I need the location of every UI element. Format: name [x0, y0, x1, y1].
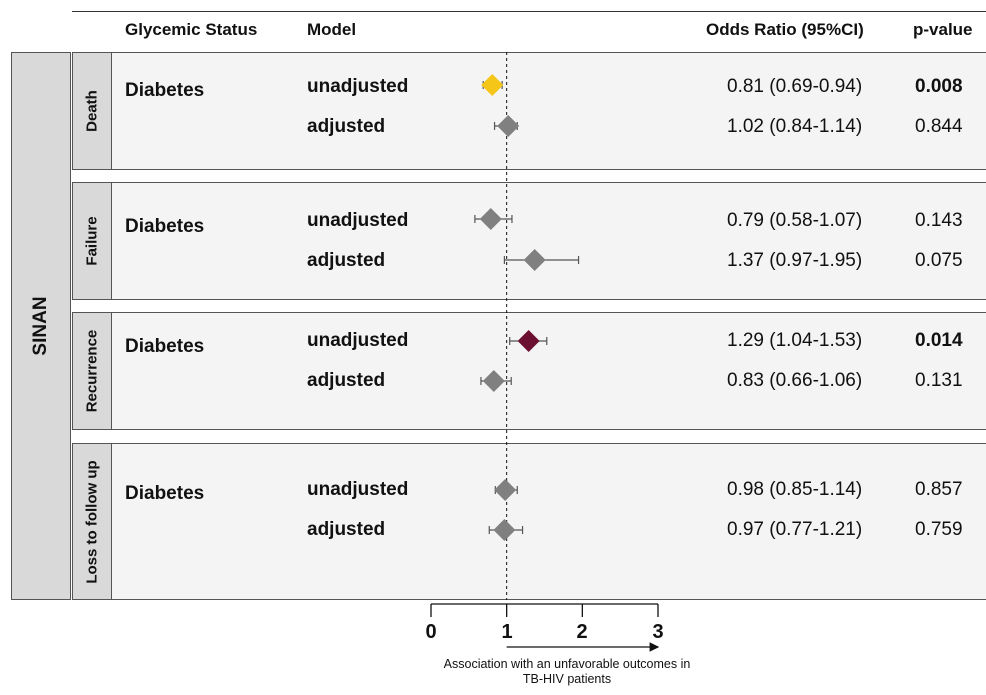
glycemic-status: Diabetes	[125, 336, 205, 357]
glycemic-status: Diabetes	[125, 483, 205, 504]
outcome-strip-failure: Failure	[72, 183, 112, 299]
outcome-strip-recurrence: Recurrence	[72, 313, 112, 429]
p-value-text: 0.075	[915, 250, 963, 271]
p-value-text: 0.844	[915, 116, 963, 137]
database-strip: SINAN	[11, 52, 71, 600]
odds-ratio-text: 0.81 (0.69-0.94)	[727, 76, 863, 97]
odds-ratio-text: 0.98 (0.85-1.14)	[727, 479, 863, 500]
model-label: unadjusted	[307, 330, 409, 351]
p-value-text: 0.143	[915, 210, 963, 231]
header-model: Model	[307, 20, 357, 39]
odds-ratio-text: 1.29 (1.04-1.53)	[727, 330, 863, 351]
glycemic-status: Diabetes	[125, 216, 205, 237]
glycemic-status: Diabetes	[125, 80, 205, 101]
model-label: unadjusted	[307, 76, 409, 97]
model-label: adjusted	[307, 370, 386, 391]
panel-death: Death Diabetes unadjusted 0.81 (0.69-0.9…	[72, 52, 986, 170]
odds-ratio-text: 0.83 (0.66-1.06)	[727, 370, 863, 391]
odds-ratio-diamond	[493, 519, 516, 541]
odds-ratio-diamond	[497, 115, 520, 137]
odds-ratio-text: 0.97 (0.77-1.21)	[727, 519, 863, 540]
odds-ratio-diamond	[479, 208, 502, 230]
model-label: unadjusted	[307, 479, 409, 500]
model-label: adjusted	[307, 250, 386, 271]
panel-loss-to-follow-up: Loss to follow up Diabetes unadjusted 0.…	[72, 443, 986, 600]
x-tick-label: 1	[501, 621, 513, 643]
model-label: adjusted	[307, 116, 386, 137]
p-value-text: 0.131	[915, 370, 963, 391]
odds-ratio-diamond	[481, 74, 504, 96]
odds-ratio-diamond	[517, 330, 540, 352]
header-odds-ratio: Odds Ratio (95%CI)	[706, 20, 864, 39]
header-glycemic-status: Glycemic Status	[125, 20, 258, 39]
model-label: unadjusted	[307, 210, 409, 231]
x-tick-label: 3	[652, 621, 664, 643]
odds-ratio-text: 1.37 (0.97-1.95)	[727, 250, 863, 271]
odds-ratio-diamond	[494, 479, 517, 501]
odds-ratio-text: 0.79 (0.58-1.07)	[727, 210, 863, 231]
x-tick-label: 2	[576, 621, 588, 643]
header-rule	[72, 11, 986, 12]
odds-ratio-diamond	[523, 249, 546, 271]
outcome-strip-death: Death	[72, 53, 112, 169]
panel-failure: Failure Diabetes unadjusted 0.79 (0.58-1…	[72, 182, 986, 300]
odds-ratio-text: 1.02 (0.84-1.14)	[727, 116, 863, 137]
p-value-text: 0.008	[915, 76, 963, 97]
p-value-text: 0.759	[915, 519, 963, 540]
outcome-strip-loss-to-follow-up: Loss to follow up	[72, 444, 112, 599]
p-value-text: 0.014	[915, 330, 963, 351]
header-p-value: p-value	[913, 20, 973, 39]
p-value-text: 0.857	[915, 479, 963, 500]
odds-ratio-diamond	[482, 370, 505, 392]
x-tick-label: 0	[425, 621, 437, 643]
axis-note: Association with an unfavorable outcomes…	[443, 657, 691, 686]
model-label: adjusted	[307, 519, 386, 540]
